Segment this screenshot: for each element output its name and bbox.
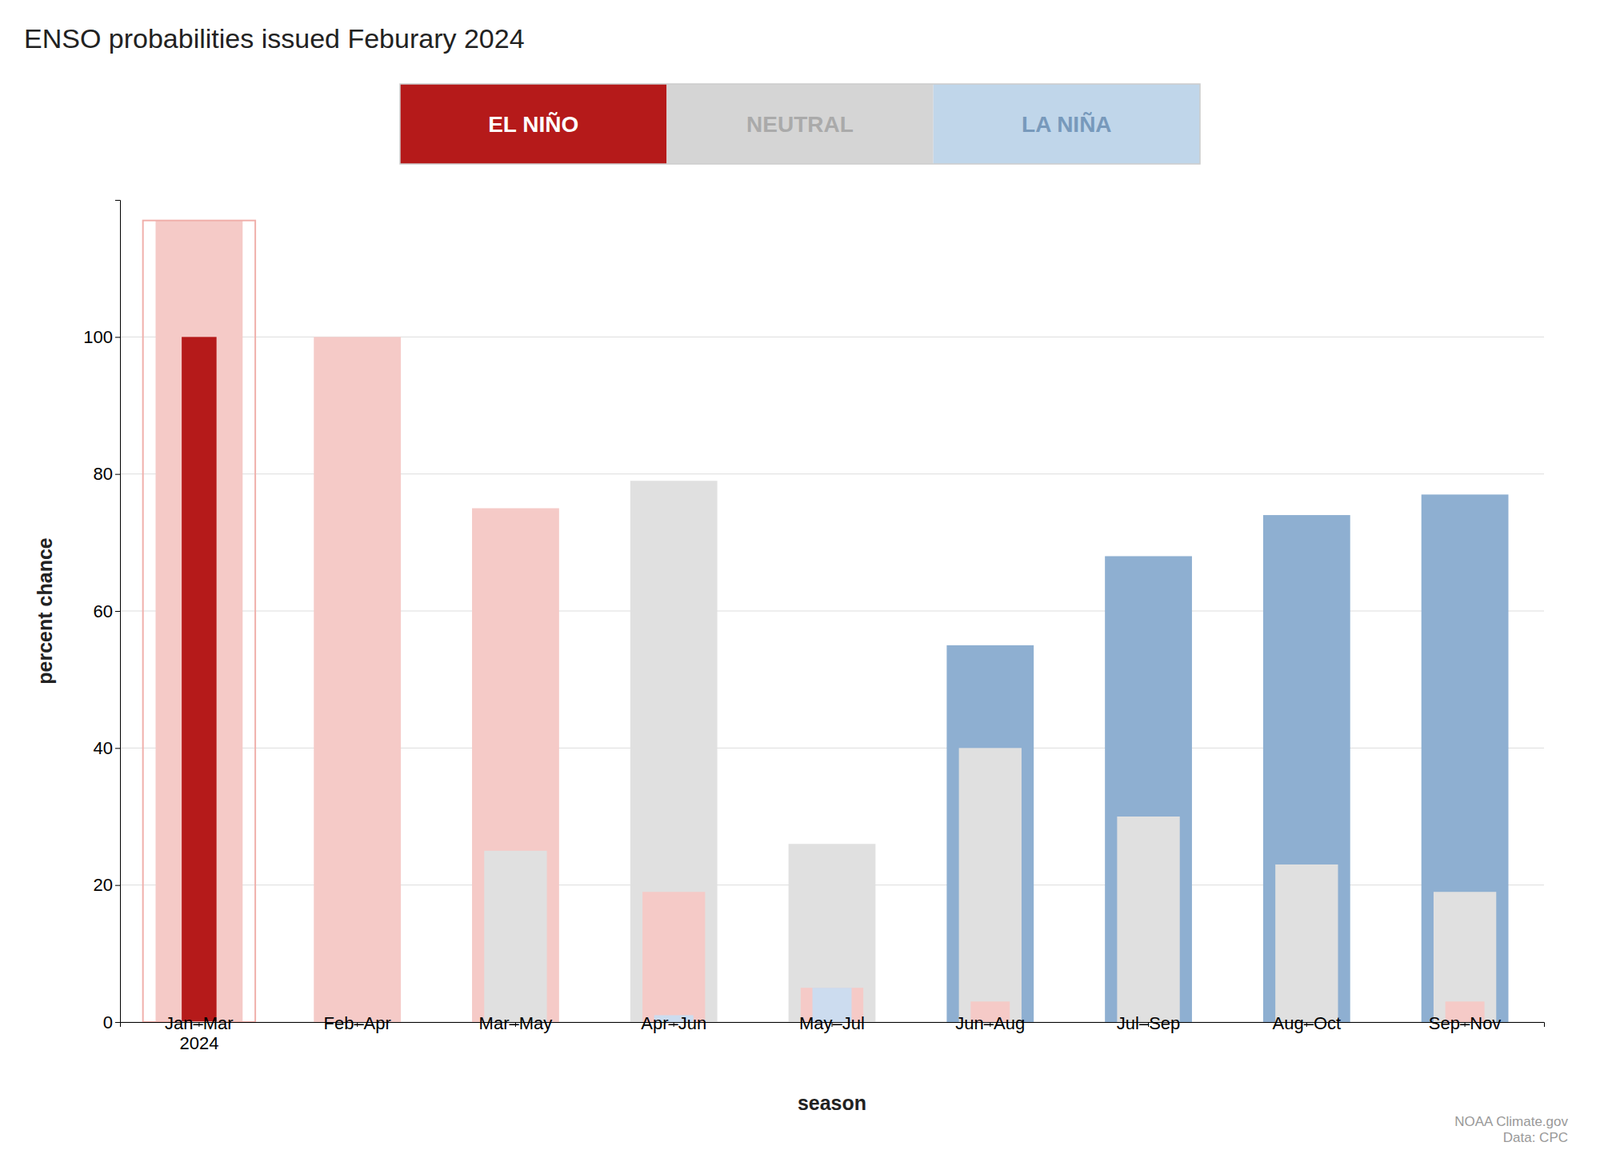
x-tick: May–Jul	[799, 1013, 865, 1034]
bar	[313, 336, 401, 1023]
x-tick: Jun–Aug	[955, 1013, 1025, 1034]
text-line: Data: CPC	[1503, 1130, 1568, 1146]
bar	[1263, 515, 1351, 1023]
y-tick-label: 0	[103, 1012, 113, 1033]
y-tick-mark	[115, 474, 120, 476]
plot: 0 20 40 60 80 100 Jan–Mar2024 Feb–Apr Mar–May Apr…	[33, 200, 1545, 1116]
y-tick: 80	[93, 464, 120, 484]
title: ENSO probabilities issued Feburary 2024	[24, 23, 525, 54]
text-line: Mar–May	[479, 1013, 553, 1034]
chart: ENSO probabilities issued Feburary 2024 E…	[0, 0, 1600, 1166]
y-tick-label: 40	[93, 738, 113, 759]
y-tick-label: 60	[93, 601, 113, 622]
text-line: Feb–Apr	[323, 1013, 391, 1034]
text-line: NOAA Climate.gov	[1454, 1114, 1568, 1130]
bar	[181, 336, 217, 1023]
bar	[630, 480, 718, 1023]
y-tick: 100	[83, 327, 120, 348]
bar	[484, 851, 547, 1023]
legend-item: LA NIÑA	[933, 84, 1200, 164]
bar	[1275, 864, 1338, 1023]
x-tick-label: Sep–Nov	[1428, 1013, 1502, 1034]
y-tick-mark	[115, 611, 120, 612]
x-tick: Jan–Mar2024	[164, 1013, 234, 1054]
bar	[642, 892, 705, 1023]
legend-label: NEUTRAL	[746, 112, 854, 137]
x-axis-title: season	[797, 1092, 867, 1115]
bar	[959, 748, 1022, 1023]
text-line: Apr–Jun	[640, 1013, 707, 1034]
legend-swatch	[400, 84, 667, 164]
legend: EL NIÑO NEUTRAL LA NIÑA	[400, 84, 1200, 164]
annotation: NOAA Climate.govData: CPC	[1454, 1114, 1568, 1146]
text-line: Sep–Nov	[1428, 1013, 1502, 1034]
text-line: Jan–Mar	[164, 1013, 234, 1034]
grid	[120, 336, 1544, 1023]
text-line: 2024	[179, 1033, 219, 1054]
y-tick-label: 80	[93, 464, 113, 484]
y-tick-mark	[115, 885, 120, 887]
legend-item: EL NIÑO	[400, 84, 667, 164]
x-tick-label: Mar–May	[479, 1013, 553, 1034]
highlight-box	[143, 220, 256, 1023]
bar	[1104, 556, 1192, 1023]
text-line: Jun–Aug	[955, 1013, 1025, 1034]
legend-label: LA NIÑA	[1021, 112, 1112, 137]
x-tick-label: Feb–Apr	[323, 1013, 391, 1034]
bar	[946, 645, 1034, 1023]
text-line: Jul–Sep	[1116, 1013, 1181, 1034]
y-tick-mark	[115, 1022, 120, 1024]
y-axis: 0 20 40 60 80 100	[83, 200, 120, 1033]
y-tick-label: 100	[83, 327, 113, 348]
y-tick: 60	[93, 601, 120, 622]
bar	[1116, 816, 1180, 1023]
x-tick-label: Jul–Sep	[1116, 1013, 1181, 1034]
y-axis-line	[115, 200, 121, 1024]
y-tick: 0	[103, 1012, 120, 1033]
x-tick: Apr–Jun	[640, 1013, 707, 1034]
x-tick: Sep–Nov	[1428, 1013, 1502, 1034]
legend-border	[400, 84, 1200, 164]
legend-label: EL NIÑO	[488, 112, 579, 137]
bar	[1433, 892, 1496, 1023]
x-tick: Jul–Sep	[1116, 1013, 1181, 1034]
y-tick-mark	[115, 748, 120, 749]
bar	[1421, 494, 1509, 1023]
y-tick-label: 20	[93, 875, 113, 896]
x-tick: Mar–May	[479, 1013, 553, 1034]
x-tick-label: Jan–Mar2024	[164, 1013, 234, 1054]
x-tick-label: Aug–Oct	[1272, 1013, 1342, 1034]
highlight-bar	[156, 220, 244, 1023]
legend-swatch	[666, 84, 933, 164]
x-tick-label: May–Jul	[799, 1013, 865, 1034]
text-line: May–Jul	[799, 1013, 865, 1034]
y-tick-mark	[115, 336, 120, 338]
x-tick-label: Jun–Aug	[955, 1013, 1025, 1034]
bar	[788, 844, 876, 1023]
text-line: Aug–Oct	[1272, 1013, 1342, 1034]
legend-item: NEUTRAL	[666, 84, 933, 164]
y-tick: 40	[93, 738, 120, 759]
bar	[472, 508, 560, 1024]
y-tick: 20	[93, 875, 120, 896]
x-axis: Jan–Mar2024 Feb–Apr Mar–May Apr–Jun May–Jul J…	[120, 1013, 1545, 1054]
legend-swatch	[933, 84, 1200, 164]
x-tick: Aug–Oct	[1272, 1013, 1342, 1034]
marks	[143, 220, 1509, 1023]
x-tick-label: Apr–Jun	[640, 1013, 707, 1034]
x-tick: Feb–Apr	[323, 1013, 391, 1034]
y-axis-title: percent chance	[33, 537, 56, 685]
